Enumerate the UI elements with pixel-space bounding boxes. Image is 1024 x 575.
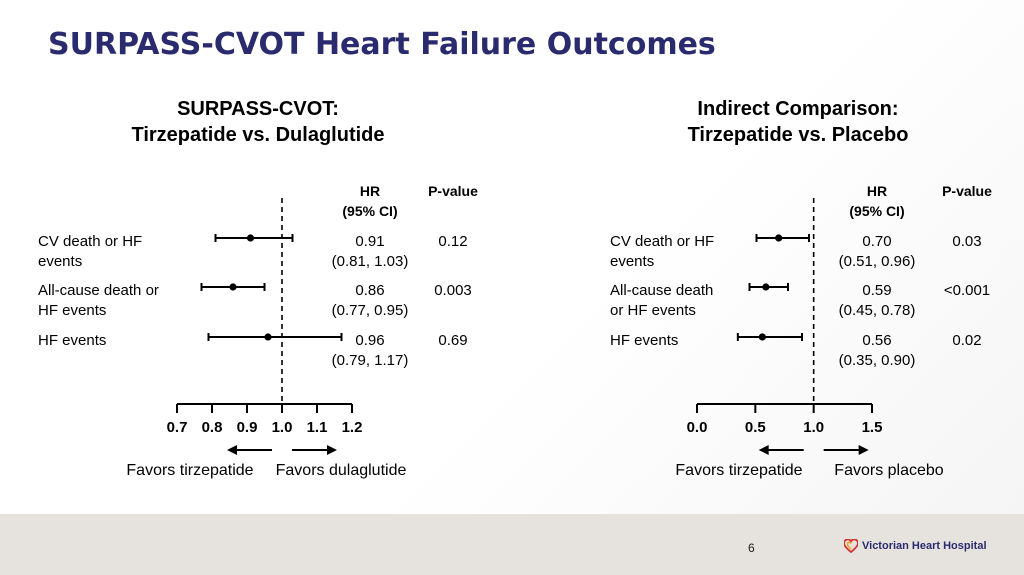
right-p-header: P-value: [942, 183, 992, 199]
left-row-label: HF events: [38, 332, 106, 349]
right-x-tick-label: 0.5: [745, 419, 766, 436]
footer-bar: [0, 514, 1024, 575]
left-hr-point: [229, 283, 237, 291]
left-p-value: 0.003: [434, 282, 472, 299]
right-panel-title: Indirect Comparison: Tirzepatide vs. Pla…: [648, 96, 948, 148]
right-ci-value: (0.45, 0.78): [839, 302, 916, 319]
right-row-label: HF events: [610, 332, 678, 349]
right-p-value: 0.03: [952, 233, 981, 250]
right-p-value: 0.02: [952, 332, 981, 349]
right-hr-point: [762, 283, 770, 291]
right-row-label: CV death or HF: [610, 233, 714, 250]
left-row-label: events: [38, 253, 82, 270]
left-x-tick-label: 1.1: [307, 419, 328, 436]
heart-logo-icon: [844, 539, 858, 553]
left-x-tick-label: 0.7: [167, 419, 188, 436]
left-favors-right-label: Favors dulaglutide: [276, 462, 407, 479]
right-row-label: All-cause death: [610, 282, 713, 299]
left-row-label: HF events: [38, 302, 106, 319]
left-favors-left-arrow-icon: [227, 445, 237, 455]
left-title-line-1: SURPASS-CVOT:: [177, 98, 339, 120]
right-hr-header: HR: [867, 183, 887, 199]
right-title-line-1: Indirect Comparison:: [697, 98, 899, 120]
right-x-tick-label: 0.0: [687, 419, 708, 436]
left-ci-value: (0.79, 1.17): [332, 352, 409, 369]
left-hr-header: HR: [360, 183, 380, 199]
right-hr-value: 0.56: [862, 332, 891, 349]
left-hr-value: 0.86: [355, 282, 384, 299]
right-row-label: or HF events: [610, 302, 696, 319]
left-panel-title: SURPASS-CVOT: Tirzepatide vs. Dulaglutid…: [108, 96, 408, 148]
right-x-tick-label: 1.0: [803, 419, 824, 436]
left-x-tick-label: 0.9: [237, 419, 258, 436]
left-ci-value: (0.81, 1.03): [332, 253, 409, 270]
right-row-label: events: [610, 253, 654, 270]
left-p-header: P-value: [428, 183, 478, 199]
left-hr-value: 0.96: [355, 332, 384, 349]
right-ci-value: (0.35, 0.90): [839, 352, 916, 369]
right-p-value: <0.001: [944, 282, 990, 299]
right-hr-point: [758, 333, 766, 341]
right-favors-right-label: Favors placebo: [834, 462, 943, 479]
right-hr-value: 0.59: [862, 282, 891, 299]
hospital-logo: Victorian Heart Hospital: [844, 538, 987, 554]
left-x-tick-label: 1.2: [342, 419, 363, 436]
right-ci-value: (0.51, 0.96): [839, 253, 916, 270]
left-favors-left-label: Favors tirzepatide: [126, 462, 253, 479]
left-hr-point: [264, 333, 272, 341]
right-favors-left-arrow-icon: [758, 445, 769, 455]
left-x-tick-label: 0.8: [202, 419, 223, 436]
right-favors-left-label: Favors tirzepatide: [675, 462, 802, 479]
page-number: 6: [748, 541, 755, 555]
left-row-label: CV death or HF: [38, 233, 142, 250]
right-ci-header: (95% CI): [849, 203, 904, 219]
right-hr-point: [775, 234, 783, 242]
left-hr-value: 0.91: [355, 233, 384, 250]
left-row-label: All-cause death or: [38, 282, 159, 299]
left-x-tick-label: 1.0: [272, 419, 293, 436]
left-p-value: 0.69: [438, 332, 467, 349]
right-favors-right-arrow-icon: [858, 445, 869, 455]
logo-text: Victorian Heart Hospital: [862, 540, 987, 552]
left-favors-right-arrow-icon: [327, 445, 337, 455]
right-hr-value: 0.70: [862, 233, 891, 250]
left-title-line-2: Tirzepatide vs. Dulaglutide: [131, 124, 385, 146]
slide-title: SURPASS-CVOT Heart Failure Outcomes: [48, 27, 716, 62]
right-title-line-2: Tirzepatide vs. Placebo: [687, 124, 909, 146]
left-ci-header: (95% CI): [342, 203, 397, 219]
left-hr-point: [246, 234, 255, 242]
right-x-tick-label: 1.5: [862, 419, 883, 436]
left-p-value: 0.12: [438, 233, 467, 250]
forest-plots: HR (95% CI) P-value CV death or HF events 0.9…: [38, 183, 992, 479]
left-ci-value: (0.77, 0.95): [332, 302, 409, 319]
